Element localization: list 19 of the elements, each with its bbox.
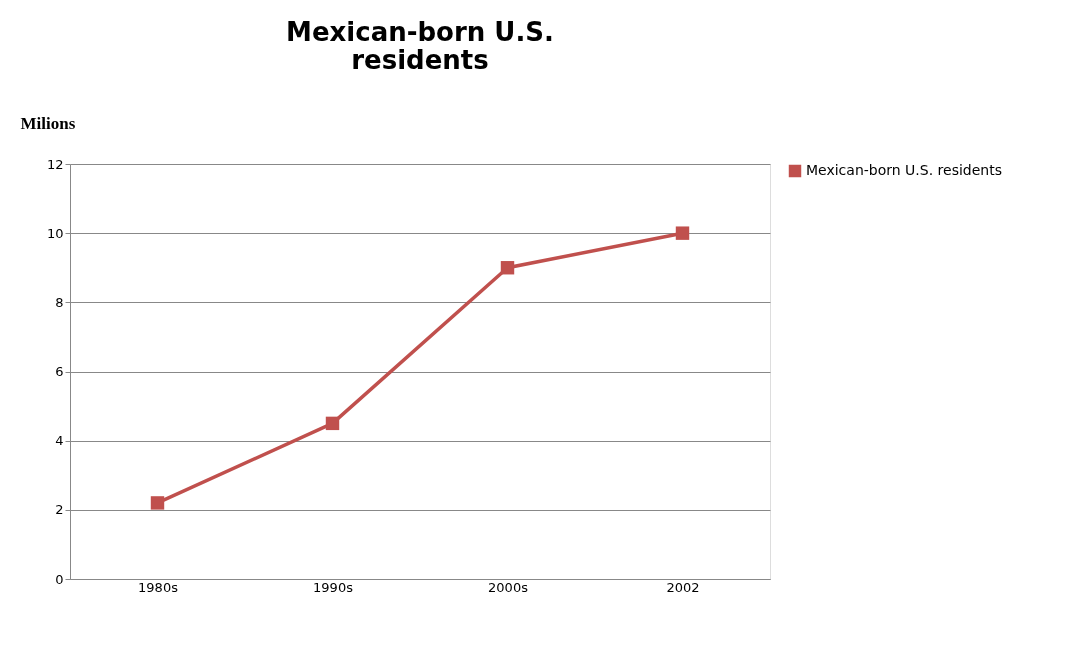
x-tick-label: 2002 <box>666 579 700 595</box>
text: residents <box>351 45 489 75</box>
y-tick-label: 6 <box>55 364 64 379</box>
x-tick-label: 1990s <box>313 579 354 595</box>
point <box>150 496 165 510</box>
x-tick-label: 2000s <box>488 579 529 595</box>
x-tick-label: 1980s <box>138 579 179 595</box>
y-tick-label: 8 <box>55 294 64 310</box>
text: Mexican-born U.S. <box>286 17 554 47</box>
point <box>325 416 340 431</box>
point <box>500 261 515 275</box>
y-tick-label: 12 <box>46 156 64 172</box>
legend-label: Mexican-born U.S. residents <box>806 162 1002 178</box>
y-axis-title: Milions <box>20 113 76 133</box>
y-tick-label: 2 <box>55 502 64 518</box>
y-tick-label: 4 <box>55 433 64 449</box>
point <box>675 226 690 240</box>
y-tick-label: 0 <box>55 571 64 587</box>
y-tick-label: 10 <box>46 225 64 241</box>
